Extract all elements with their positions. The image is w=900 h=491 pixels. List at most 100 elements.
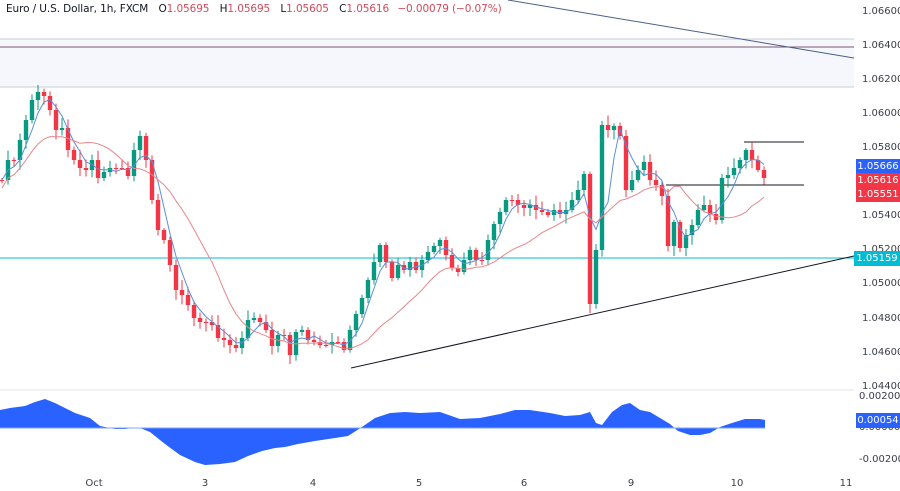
bear-candle [383,245,389,262]
oscillator-tick-label: 0.00200 [859,391,900,402]
symbol-title: Euro / U.S. Dollar, 1h, FXCM [6,3,149,15]
bull-candle [251,318,257,320]
bull-candle [365,280,371,298]
bull-candle [641,162,647,170]
falling-trendline [507,0,855,59]
bull-candle [35,92,41,100]
bull-candle [23,120,29,140]
bull-candle [719,178,725,220]
bull-candle [347,330,353,350]
bear-candle [545,212,551,215]
bull-candle [635,170,641,180]
slow-moving-average [1,136,765,350]
bear-candle [263,322,269,330]
bull-candle [689,225,695,235]
bear-candle [653,180,659,185]
time-tick-label: Oct [85,478,103,489]
fast-moving-average [1,98,765,346]
bull-candle [683,235,689,248]
bear-candle [389,262,395,278]
bear-candle [413,262,419,270]
bull-candle [581,174,587,190]
rising-trendline [350,255,855,369]
bull-candle [131,150,137,176]
bull-candle [431,246,437,252]
bear-candle [401,265,407,270]
bear-candle [755,160,761,170]
bull-candle [29,100,35,120]
bear-candle [197,318,203,322]
bear-candle [509,200,515,201]
bear-candle [749,150,755,160]
bear-candle [341,342,347,350]
price-tag: 1.05666 [856,159,900,174]
price-tick-label: 1.04400 [862,381,900,392]
bear-candle [173,265,179,290]
close-value: 1.05616 [346,3,390,15]
bull-candle [737,160,743,168]
bear-candle [257,318,263,322]
bear-candle [287,335,293,355]
bear-candle [113,168,119,169]
bear-candle [323,345,329,346]
bull-candle [611,126,617,130]
bull-candle [395,265,401,278]
bear-candle [587,174,593,304]
bull-candle [371,262,377,280]
price-tick-label: 1.04800 [862,313,900,324]
bear-candle [521,205,527,208]
bear-candle [269,330,275,346]
bear-candle [83,168,89,170]
bull-candle [359,298,365,314]
bear-candle [311,340,317,342]
bear-candle [125,168,131,176]
price-tick-label: 1.05200 [862,244,900,255]
bear-candle [713,214,719,220]
bear-candle [143,136,149,160]
bear-candle [155,200,161,230]
bull-candle [137,136,143,150]
bear-candle [233,345,239,348]
bull-candle [245,320,251,338]
time-tick-label: 11 [839,478,853,489]
bull-candle [575,190,581,200]
bull-candle [467,250,473,260]
bear-candle [623,136,629,190]
bear-candle [677,222,683,248]
price-tick-label: 1.04600 [862,347,900,358]
bull-candle [353,314,359,330]
bull-candle [425,252,431,260]
bear-candle [203,322,209,323]
price-tick-label: 1.05400 [862,210,900,221]
bear-candle [47,96,53,110]
bull-candle [299,330,305,332]
low-value: 1.05605 [286,3,329,15]
bull-candle [593,250,599,304]
bull-candle [725,175,731,178]
bear-candle [647,162,653,180]
bull-candle [695,210,701,225]
bear-candle [179,290,185,295]
time-tick-label: 6 [520,478,528,489]
time-tick-label: 9 [627,478,635,489]
bear-candle [53,110,59,130]
bear-candle [659,185,665,196]
bull-candle [407,262,413,270]
oscillator-tick-label: -0.00200 [859,454,900,465]
change-value: −0.00079 (−0.07%) [397,3,502,15]
price-tag: 1.05159 [854,251,900,266]
bull-candle [731,168,737,175]
bull-candle [497,212,503,224]
price-tick-label: 1.06400 [862,40,900,51]
bear-candle [227,340,233,345]
time-tick-label: 5 [415,478,423,489]
bull-candle [527,205,533,208]
bear-candle [335,342,341,343]
time-tick-label: 4 [309,478,317,489]
bear-candle [161,230,167,240]
bull-candle [599,125,605,250]
time-tick-label: 3 [201,478,209,489]
bear-candle [473,250,479,260]
